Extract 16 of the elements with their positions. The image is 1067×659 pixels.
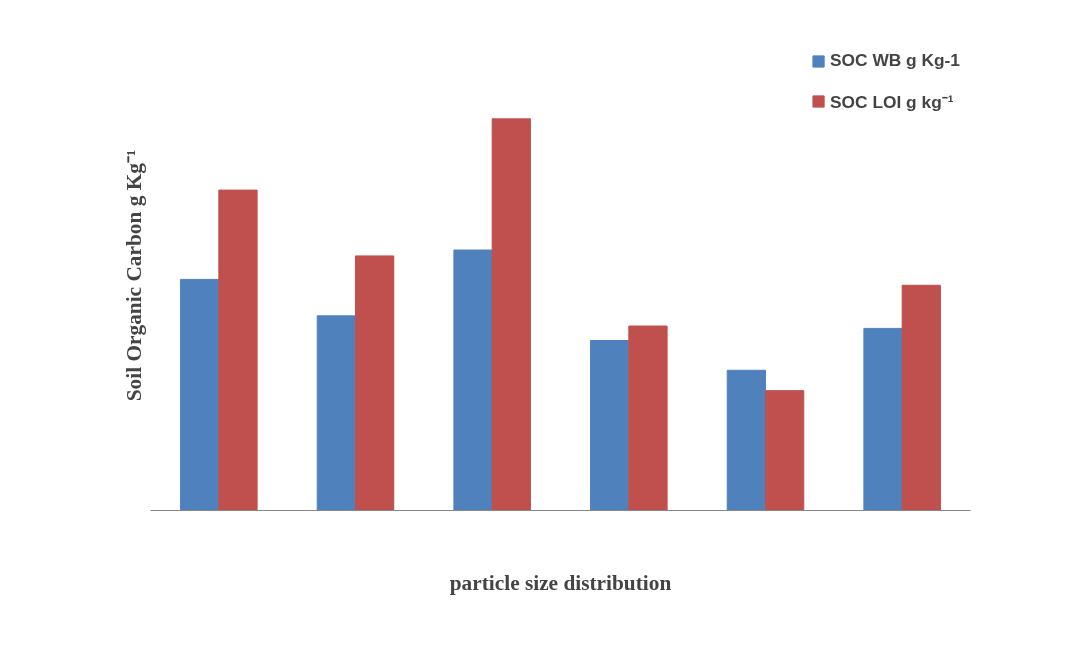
- bar: [590, 340, 630, 511]
- legend-label: SOC WB g Kg-1: [830, 50, 960, 71]
- bar: [901, 284, 941, 511]
- bar: [316, 315, 356, 511]
- bar: [863, 327, 903, 511]
- bar: [453, 249, 493, 511]
- bar: [765, 390, 805, 511]
- bar: [491, 118, 531, 511]
- bar: [628, 325, 668, 511]
- bar: [218, 189, 258, 511]
- x-axis-title: particle size distribution: [449, 570, 672, 595]
- bar: [726, 369, 766, 511]
- y-axis-title: Soil Organic Carbon g Kg⁻¹: [121, 149, 146, 402]
- bar: [180, 278, 220, 511]
- bar: [355, 255, 395, 511]
- legend-label: SOC LOI g kg⁻¹: [830, 91, 954, 113]
